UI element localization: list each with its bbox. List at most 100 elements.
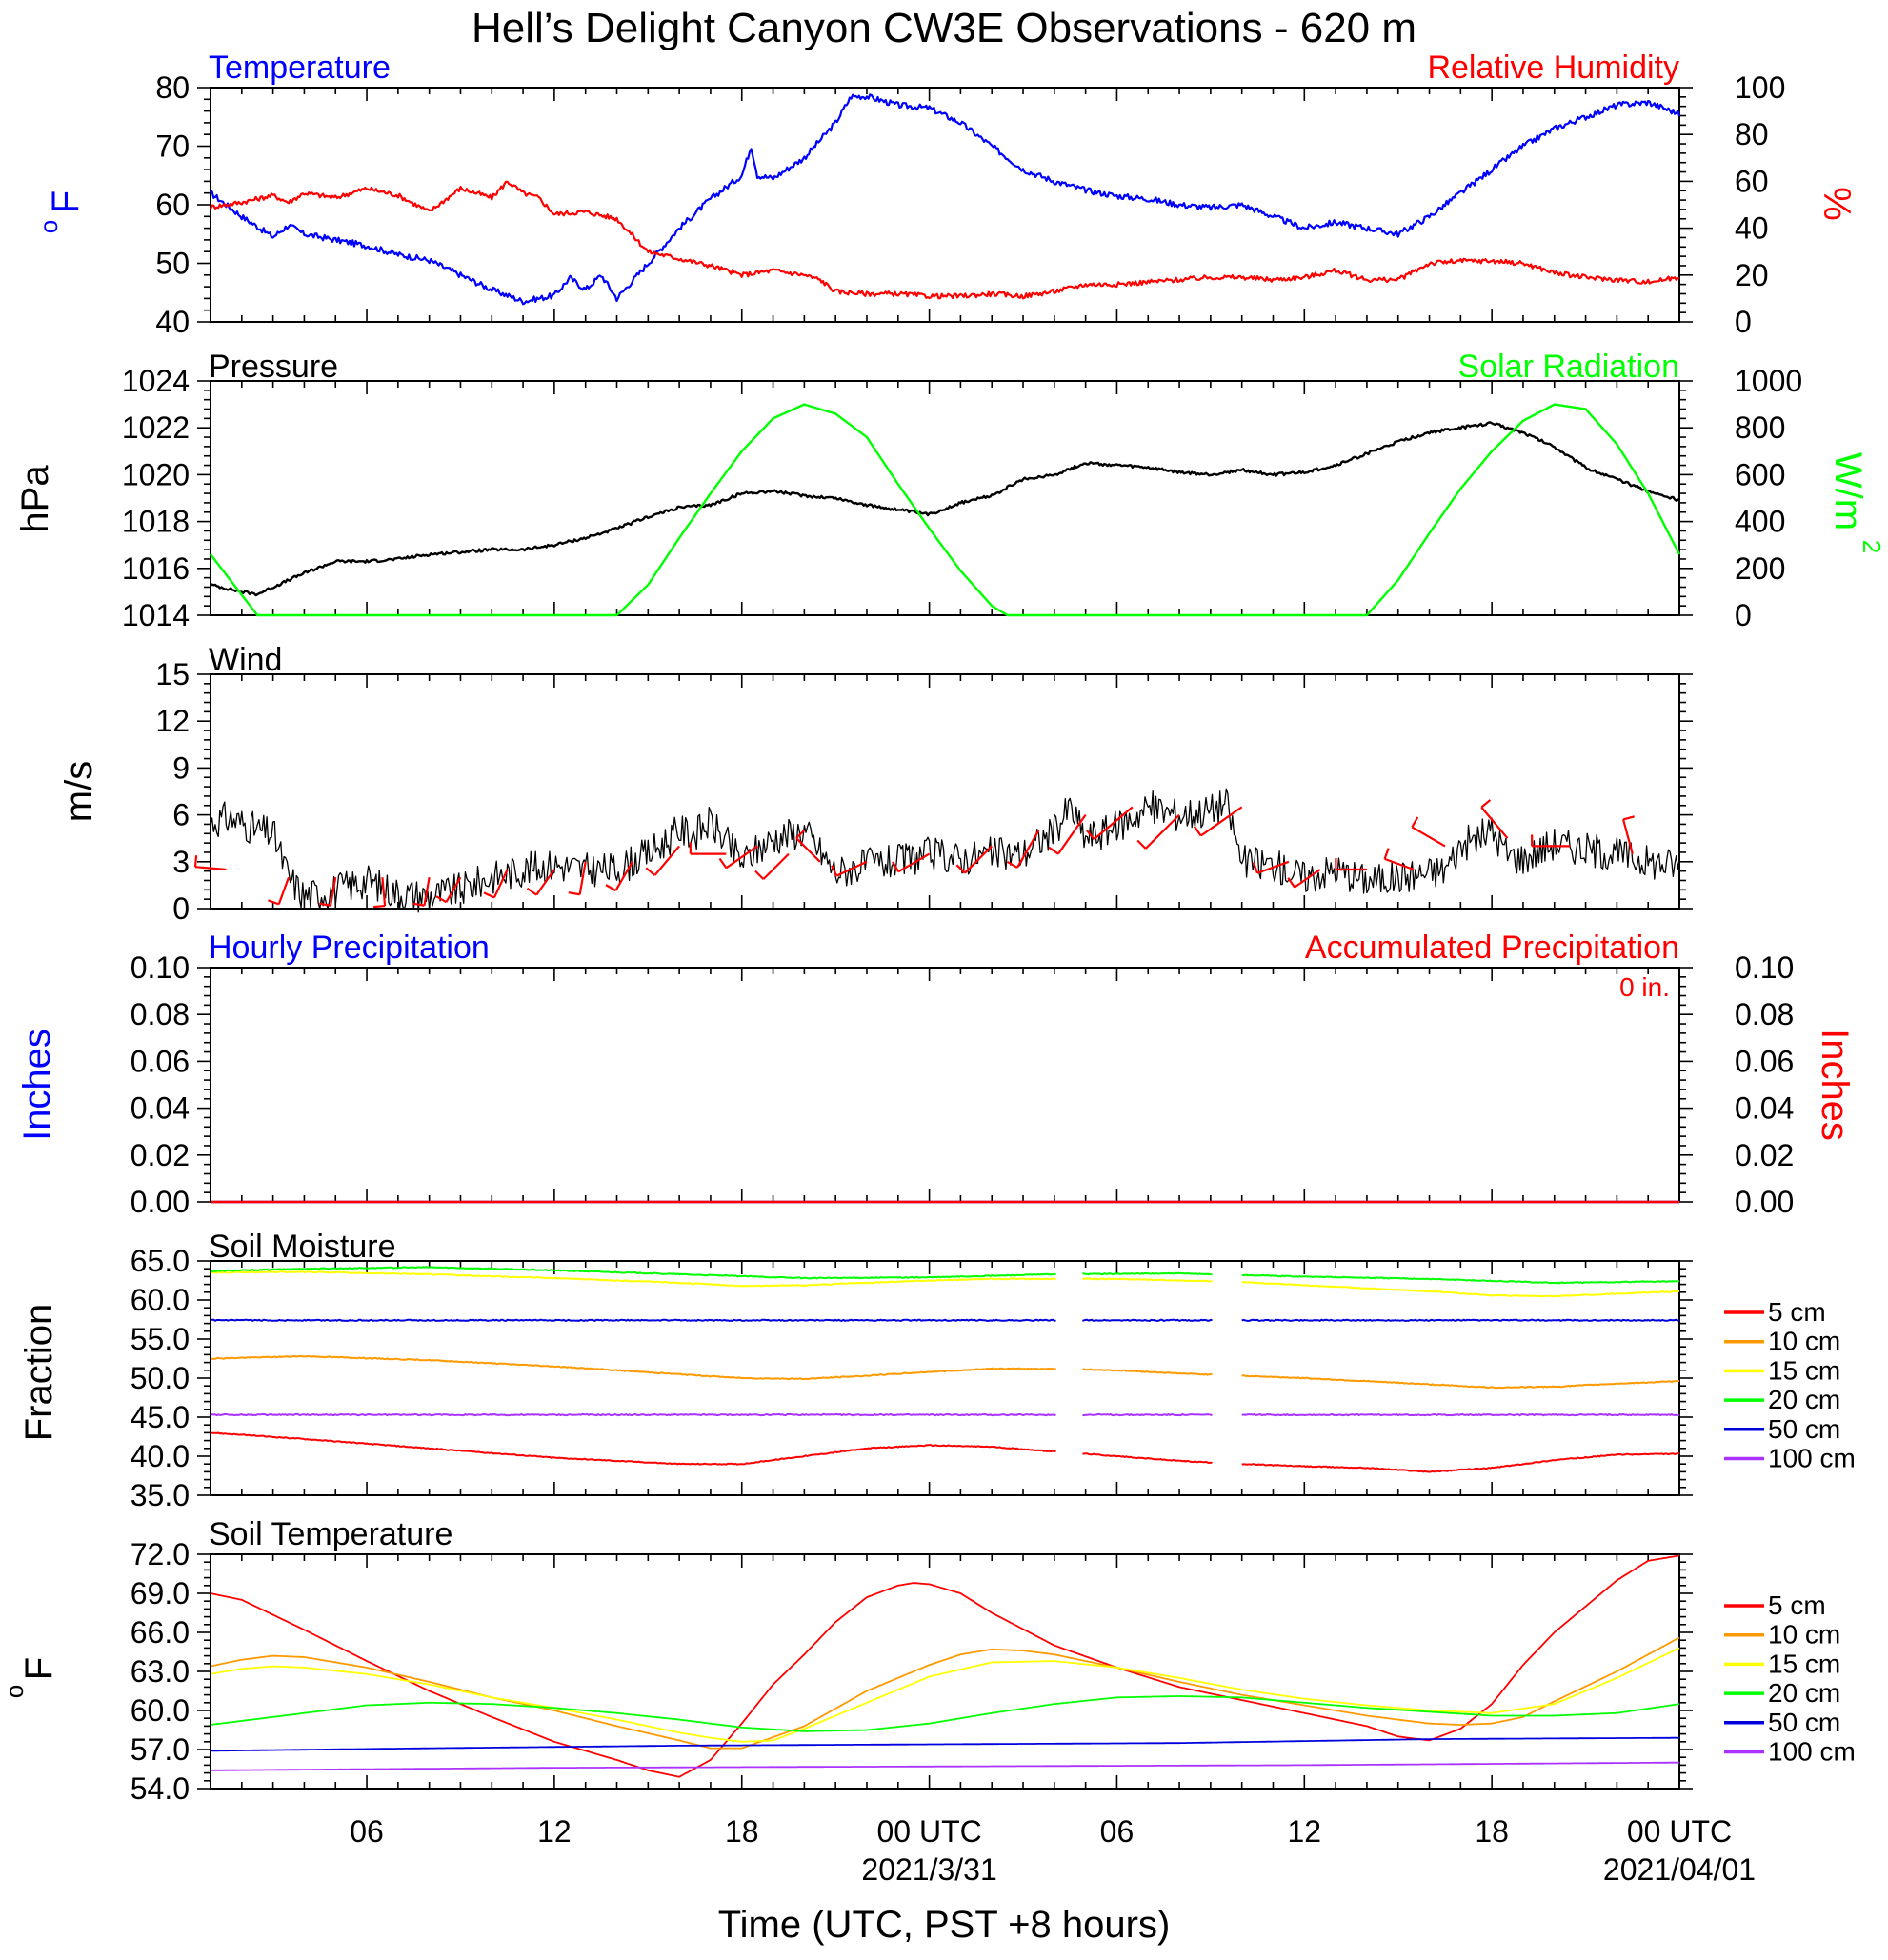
series-line-50-cm <box>210 1318 1679 1322</box>
wind-barb-staff <box>1411 826 1446 848</box>
y-tick-label: 6 <box>172 798 190 832</box>
y-tick-label: 45.0 <box>131 1400 190 1434</box>
soil-temperature-ylabel: F <box>18 1657 60 1680</box>
wind-barb-flag <box>645 867 656 876</box>
legend-label: 20 cm <box>1768 1678 1840 1708</box>
wind-barb-staff <box>725 845 758 870</box>
wind-barb-flag <box>1480 799 1492 809</box>
legend-label: 5 cm <box>1768 1297 1826 1327</box>
wind-barb-flag <box>831 865 838 877</box>
y-tick-label: 40 <box>155 305 190 339</box>
wind-barb-staff <box>835 860 868 877</box>
wind-barb-staff <box>423 877 431 906</box>
wind-barb <box>955 845 993 874</box>
wind-barb-staff <box>897 852 931 873</box>
y-tick-label: 0.00 <box>131 1185 190 1219</box>
wind-barb-flag <box>412 902 425 907</box>
x-tick-label: 18 <box>1475 1814 1509 1849</box>
wind-barb <box>831 860 868 877</box>
panel-frame <box>210 87 1680 323</box>
y-tick-label: 3 <box>172 845 190 879</box>
wind-barb <box>1335 858 1367 871</box>
y-right-tick-label: 20 <box>1735 258 1769 292</box>
x-date-label: 2021/04/01 <box>1603 1852 1756 1887</box>
y-right-tick-label: 0.04 <box>1735 1091 1794 1126</box>
y-right-tick-label: 1000 <box>1735 364 1802 398</box>
x-tick-label: 12 <box>1288 1814 1322 1849</box>
panel-pressure: Pressure Solar Radiation hPa W/m 2 <box>14 349 1886 553</box>
wind-barb <box>1287 869 1321 889</box>
wind-barb <box>1252 860 1290 874</box>
wind-barb <box>605 861 633 892</box>
panel-frame <box>210 673 1680 910</box>
panel-soil-moisture: Soil Moisture Fraction <box>18 1229 396 1441</box>
wind-barb-flag <box>1193 826 1202 837</box>
wind-barb-staff <box>653 845 680 876</box>
y-tick-label: 12 <box>155 704 190 738</box>
y-tick-label: 1020 <box>122 457 190 491</box>
wind-barb-flag <box>795 829 806 839</box>
y-right-tick-label: 0 <box>1735 598 1752 632</box>
wind-barb-flag <box>319 902 331 907</box>
wind-barb-staff <box>277 876 291 905</box>
wind-barb-staff <box>492 869 509 898</box>
legend-label: 100 cm <box>1768 1737 1856 1767</box>
wind-barb <box>526 869 555 896</box>
series-line-50-cm <box>210 1736 1679 1752</box>
wind-barb <box>795 829 821 863</box>
legend-label: 100 cm <box>1768 1444 1856 1473</box>
wind-barb-flag <box>268 899 280 906</box>
y-tick-label: 66.0 <box>131 1615 190 1650</box>
wind-barb <box>1383 848 1415 871</box>
y-tick-label: 1018 <box>122 505 190 539</box>
wind-barb-staff <box>381 877 387 907</box>
wind-barb-flag <box>718 857 728 869</box>
y-tick-label: 0 <box>172 891 190 926</box>
y-tick-label: 65.0 <box>131 1244 190 1278</box>
wind-barb <box>1136 813 1180 850</box>
wind-barb <box>319 877 337 907</box>
y-tick-label: 0.10 <box>131 950 190 985</box>
panel-soil-temperature: Soil Temperature o F <box>0 1516 452 1698</box>
solar-ylabel: W/m <box>1827 452 1869 530</box>
temperature-ylabel: F <box>45 190 87 213</box>
y-tick-label: 70 <box>155 130 190 164</box>
wind-barb-flag <box>605 884 616 892</box>
wind-barb <box>1531 834 1571 848</box>
y-tick-label: 50 <box>155 247 190 281</box>
y-tick-label: 50.0 <box>131 1361 190 1395</box>
series-line-20-cm <box>210 1695 1680 1732</box>
legend-label: 50 cm <box>1768 1414 1840 1444</box>
wind-ylabel: m/s <box>58 761 100 822</box>
wind-barb-flag <box>373 904 386 909</box>
wind-barb-staff <box>194 866 227 871</box>
x-tick-label: 12 <box>537 1814 572 1849</box>
wind-barb <box>1193 806 1243 837</box>
panel-wind: Wind m/s <box>58 642 282 822</box>
y-tick-label: 72.0 <box>131 1537 190 1571</box>
y-right-tick-label: 0 <box>1735 305 1752 339</box>
wind-barb <box>268 876 291 906</box>
series-line-pressure <box>210 421 1680 597</box>
wind-barb <box>435 876 462 904</box>
x-tick-label: 06 <box>350 1814 384 1849</box>
wind-barb-flag <box>1287 877 1295 889</box>
wind-barb-staff <box>1294 869 1321 889</box>
wind-barb <box>1411 816 1446 848</box>
y-tick-label: 57.0 <box>131 1732 190 1767</box>
series-line-20-cm <box>210 1266 1679 1285</box>
soil-temperature-ylabel-degree: o <box>0 1685 29 1698</box>
y-tick-label: 15 <box>155 657 190 691</box>
wind-barb-flag <box>1006 861 1018 869</box>
wind-barb-staff <box>1480 806 1509 839</box>
y-tick-label: 80 <box>155 70 190 105</box>
accum-precip-value: 0 in. <box>1619 972 1670 1002</box>
wind-barb-staff <box>445 876 462 903</box>
wind-barb-flag <box>193 855 198 868</box>
legend-label: 10 cm <box>1768 1620 1840 1650</box>
series-line-5-cm <box>210 1431 1679 1473</box>
wind-barb-flag <box>1136 839 1147 850</box>
y-tick-label: 1022 <box>122 410 190 445</box>
wind-barb <box>1086 806 1134 840</box>
